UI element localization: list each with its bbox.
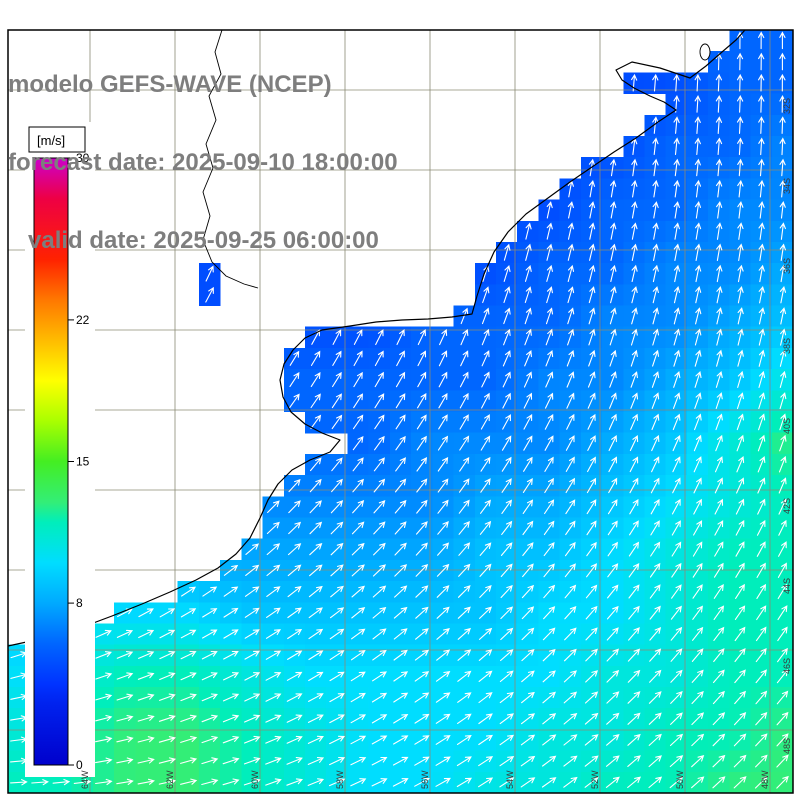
colorbar-gradient <box>33 157 69 766</box>
longitude-label: 64W <box>80 770 90 789</box>
latitude-label: 44S <box>782 578 792 594</box>
latitude-label: 34S <box>782 178 792 194</box>
latitude-label: 40S <box>782 418 792 434</box>
river <box>202 29 259 289</box>
coastline-layer <box>7 29 746 647</box>
longitude-label: 62W <box>165 770 175 789</box>
colorbar-tick-label: 30 <box>76 151 90 165</box>
longitude-label: 56W <box>420 770 430 789</box>
colorbar: [m/s] 30 22 15 8 0 <box>25 122 95 777</box>
colorbar-ticks: 30 22 15 8 0 <box>68 151 90 772</box>
colorbar-units-box <box>28 126 86 153</box>
longitude-label: 50W <box>675 770 685 789</box>
lagoon <box>699 43 711 61</box>
longitude-label: 48W <box>760 770 770 789</box>
latitude-label: 32S <box>782 98 792 114</box>
longitude-labels: 64W 62W 60W 58W 56W 54W 52W 50W 48W <box>80 770 770 789</box>
latitude-labels: 32S 34S 36S 38S 40S 42S 44S 46S 48S <box>782 98 792 754</box>
latitude-label: 36S <box>782 258 792 274</box>
colorbar-tick-label: 0 <box>76 758 83 772</box>
colorbar-tick-label: 22 <box>76 313 90 327</box>
colorbar-units-label: [m/s] <box>37 133 65 148</box>
coastline <box>7 29 746 647</box>
colorbar-tick-label: 15 <box>76 455 90 469</box>
latitude-label: 38S <box>782 338 792 354</box>
longitude-label: 58W <box>335 770 345 789</box>
longitude-label: 52W <box>590 770 600 789</box>
latitude-label: 46S <box>782 658 792 674</box>
map-frame <box>7 29 794 794</box>
longitude-label: 60W <box>250 770 260 789</box>
latitude-label: 42S <box>782 498 792 514</box>
latitude-label: 48S <box>782 738 792 754</box>
longitude-label: 54W <box>505 770 515 789</box>
colorbar-tick-label: 8 <box>76 596 83 610</box>
